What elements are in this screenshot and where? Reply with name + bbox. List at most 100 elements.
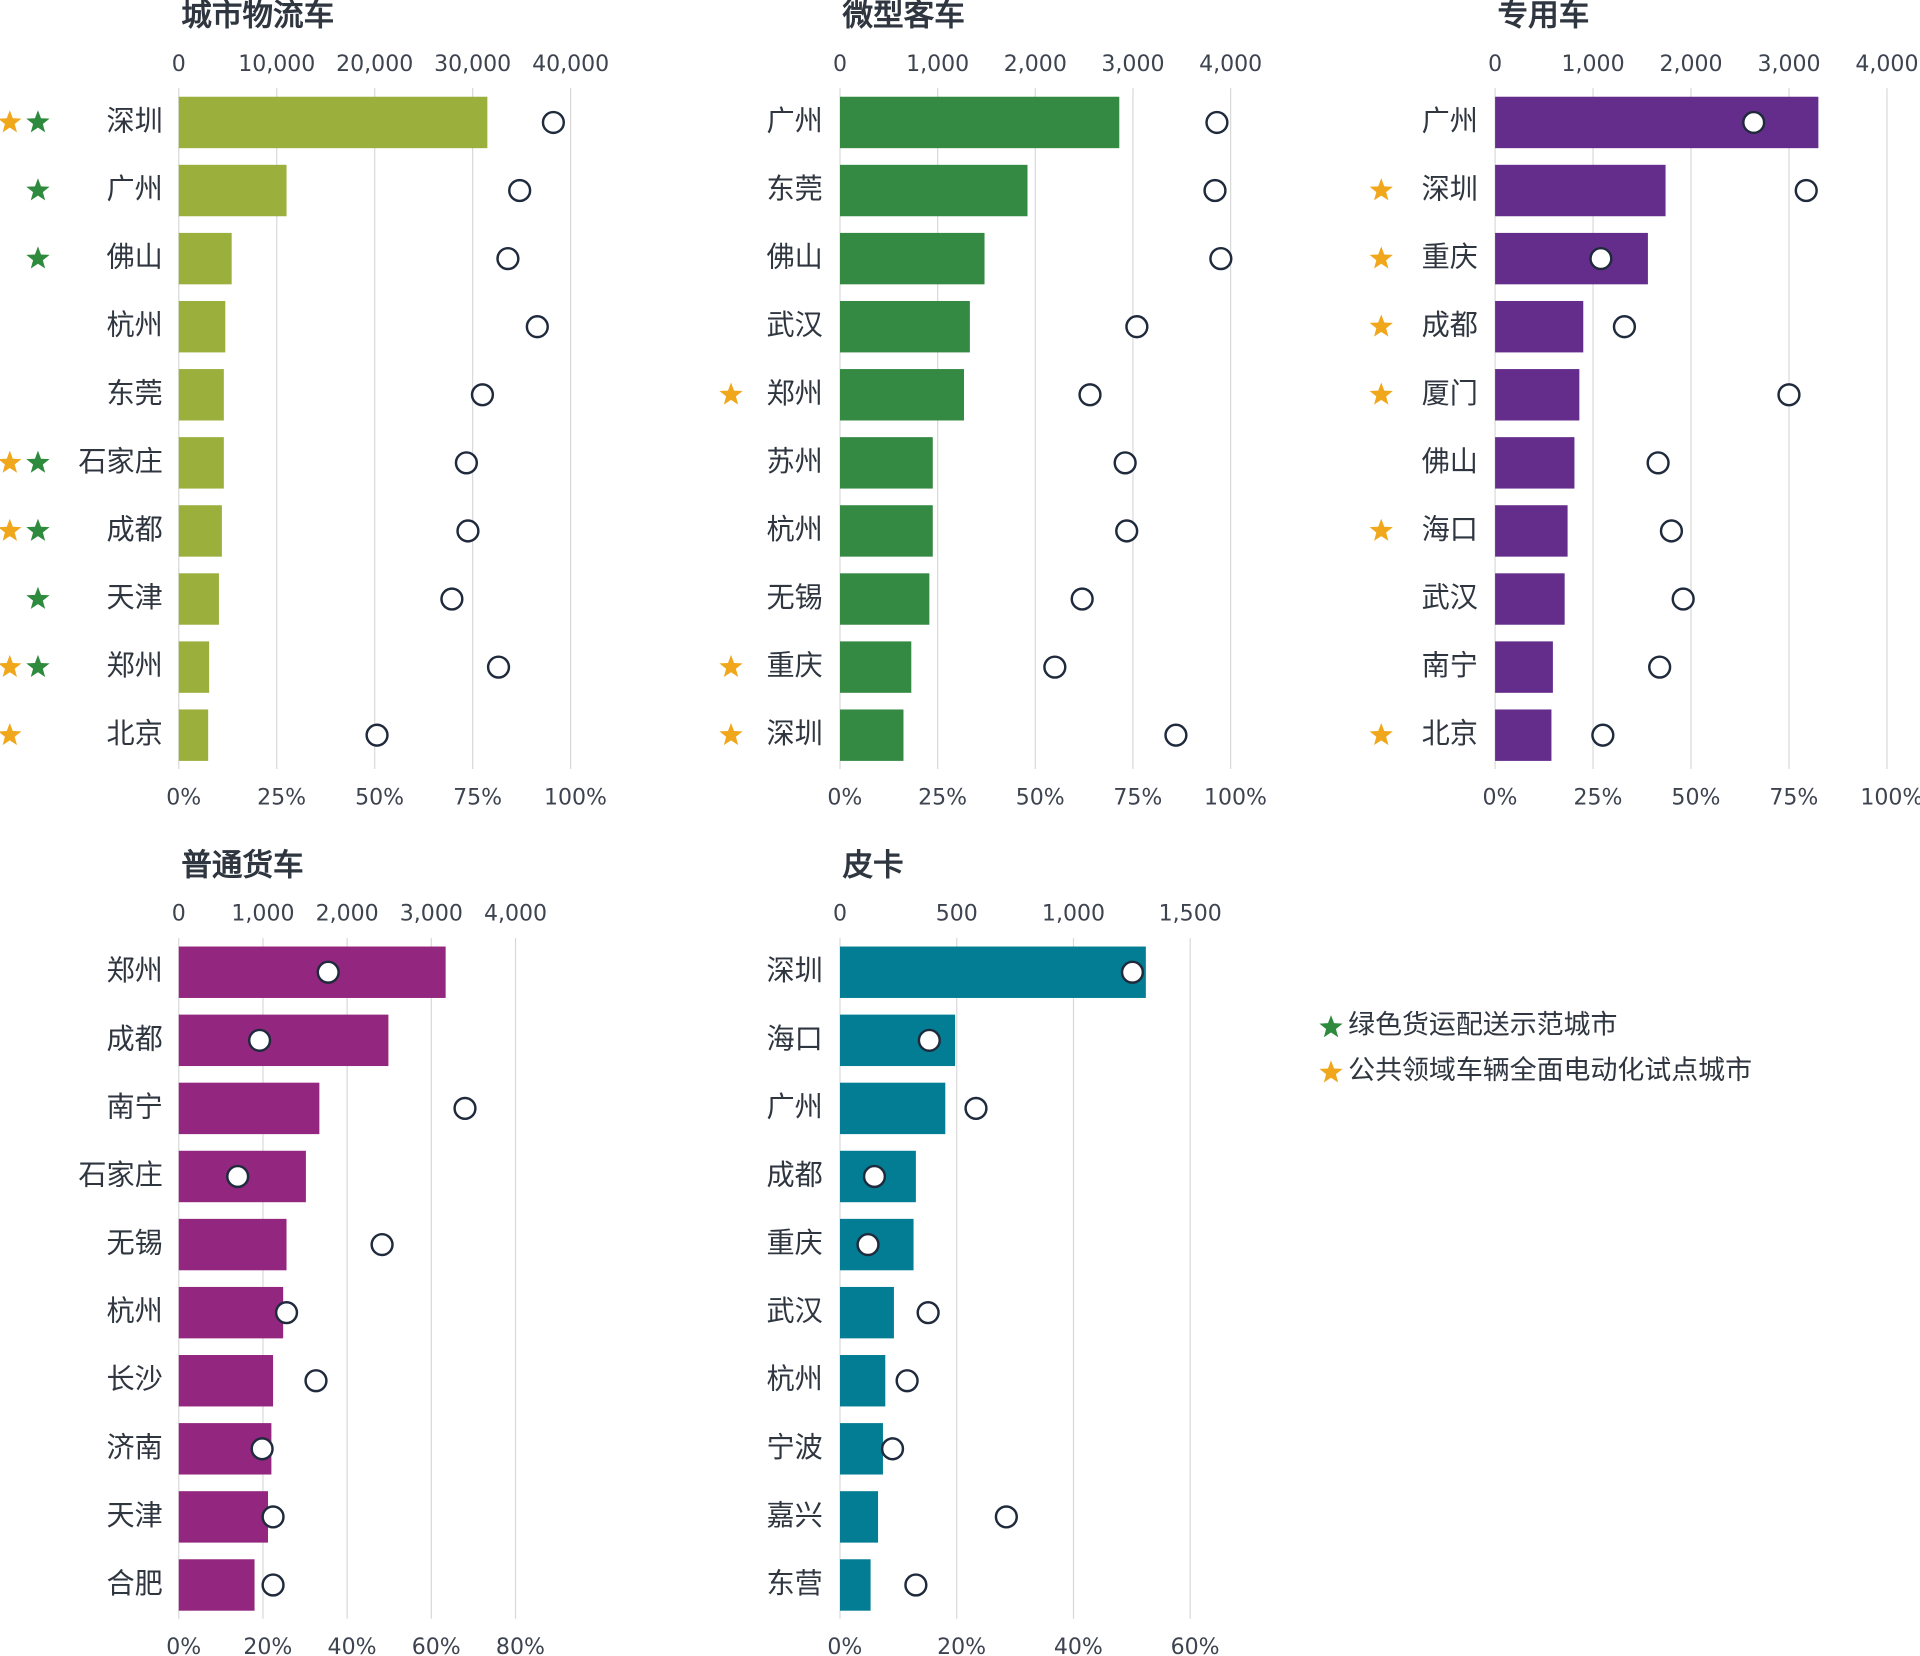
category-label: 武汉 bbox=[767, 309, 823, 342]
subplot-title: 普通货车 bbox=[181, 847, 303, 883]
category-label: 重庆 bbox=[1422, 241, 1478, 274]
badge-star bbox=[0, 722, 22, 746]
bottom-tick-label: 60% bbox=[412, 1635, 461, 1656]
category-label: 广州 bbox=[767, 104, 823, 137]
top-tick-label: 0 bbox=[833, 902, 847, 927]
bottom-tick-label: 25% bbox=[918, 785, 967, 810]
category-label: 深圳 bbox=[767, 717, 823, 750]
category-label: 海口 bbox=[767, 1022, 823, 1055]
bottom-tick-label: 25% bbox=[257, 785, 306, 810]
share-dot bbox=[508, 178, 532, 203]
share-dot bbox=[916, 1301, 940, 1325]
share-dot bbox=[261, 1573, 285, 1597]
share-dot bbox=[486, 655, 511, 679]
top-tick-label: 40,000 bbox=[532, 52, 609, 77]
top-tick-label: 2,000 bbox=[1659, 52, 1722, 77]
category-label: 合肥 bbox=[107, 1567, 163, 1600]
category-label: 海口 bbox=[1422, 513, 1478, 546]
bar bbox=[1495, 232, 1648, 285]
category-label: 深圳 bbox=[107, 104, 163, 137]
category-label: 北京 bbox=[107, 717, 163, 750]
top-tick-label: 0 bbox=[833, 52, 847, 77]
bar bbox=[840, 1286, 894, 1339]
legend-label: 绿色货运配送示范城市 bbox=[1348, 1010, 1617, 1041]
category-label: 石家庄 bbox=[78, 1158, 162, 1191]
category-label: 东莞 bbox=[107, 377, 163, 410]
badge-star bbox=[1369, 246, 1393, 269]
bar bbox=[178, 641, 210, 693]
badge-star bbox=[26, 246, 50, 269]
top-tick-label: 0 bbox=[1488, 52, 1502, 77]
badge-star bbox=[1369, 722, 1393, 746]
bottom-tick-label: 0% bbox=[166, 785, 201, 810]
share-dot bbox=[496, 246, 520, 271]
bar bbox=[840, 709, 904, 761]
share-dot bbox=[247, 1028, 272, 1052]
bottom-tick-label: 75% bbox=[1113, 785, 1162, 810]
bottom-tick-label: 75% bbox=[1769, 785, 1818, 810]
top-tick-label: 2,000 bbox=[316, 902, 379, 927]
bar bbox=[1495, 709, 1552, 761]
top-tick-label: 1,000 bbox=[231, 902, 294, 927]
bottom-tick-label: 40% bbox=[1054, 1635, 1103, 1656]
bar bbox=[178, 1491, 269, 1543]
bottom-tick-label: 50% bbox=[1671, 785, 1720, 810]
bottom-tick-label: 100% bbox=[544, 785, 607, 810]
legend-label: 公共领域车辆全面电动化试点城市 bbox=[1348, 1055, 1752, 1086]
share-dot bbox=[1164, 723, 1188, 747]
share-dot bbox=[856, 1232, 880, 1257]
badge-star bbox=[26, 654, 50, 678]
bottom-tick-label: 80% bbox=[496, 1635, 545, 1656]
share-dot bbox=[1078, 383, 1102, 407]
badge-star bbox=[1369, 518, 1393, 541]
category-label: 无锡 bbox=[107, 1227, 163, 1260]
share-dot bbox=[1120, 960, 1145, 984]
bar bbox=[1495, 369, 1580, 421]
bar bbox=[840, 1491, 879, 1543]
category-label: 成都 bbox=[107, 513, 163, 546]
share-dot bbox=[456, 519, 480, 543]
category-label: 杭州 bbox=[107, 309, 163, 342]
category-label: 深圳 bbox=[767, 954, 823, 987]
subplot-title: 皮卡 bbox=[842, 848, 903, 883]
category-label: 石家庄 bbox=[78, 445, 162, 478]
bar bbox=[178, 1218, 287, 1271]
category-label: 武汉 bbox=[1422, 581, 1478, 614]
bottom-tick-label: 20% bbox=[243, 1635, 292, 1656]
badge-star bbox=[26, 586, 50, 609]
bar bbox=[178, 1355, 274, 1407]
share-dot bbox=[261, 1505, 285, 1529]
bar bbox=[178, 232, 232, 285]
top-tick-label: 1,000 bbox=[1042, 902, 1105, 927]
share-dot bbox=[1646, 451, 1670, 475]
category-label: 成都 bbox=[107, 1022, 163, 1055]
badge-star bbox=[26, 450, 50, 473]
badge-star bbox=[26, 178, 50, 201]
top-tick-label: 1,000 bbox=[906, 52, 969, 77]
badge-star bbox=[1369, 382, 1393, 405]
top-tick-label: 0 bbox=[172, 52, 186, 77]
category-label: 南宁 bbox=[1422, 649, 1478, 682]
share-dot bbox=[1113, 451, 1137, 475]
top-tick-label: 2,000 bbox=[1004, 52, 1067, 77]
bar bbox=[178, 1014, 389, 1067]
category-label: 嘉兴 bbox=[767, 1499, 823, 1532]
legend-star bbox=[1319, 1015, 1343, 1038]
bar bbox=[1495, 641, 1553, 693]
share-dot bbox=[1115, 519, 1139, 543]
share-dot bbox=[917, 1028, 941, 1052]
bar bbox=[178, 300, 226, 353]
badge-star bbox=[0, 654, 22, 678]
badge-star bbox=[719, 722, 743, 746]
subplot-title: 专用车 bbox=[1498, 0, 1590, 34]
bar bbox=[840, 164, 1028, 217]
bottom-tick-label: 0% bbox=[827, 785, 862, 810]
category-label: 厦门 bbox=[1422, 377, 1478, 410]
share-dot bbox=[454, 451, 479, 475]
top-tick-label: 0 bbox=[172, 902, 186, 927]
top-tick-label: 3,000 bbox=[1757, 52, 1820, 77]
bottom-tick-label: 75% bbox=[453, 785, 502, 810]
share-dot bbox=[316, 960, 340, 984]
bottom-tick-label: 50% bbox=[355, 785, 404, 810]
